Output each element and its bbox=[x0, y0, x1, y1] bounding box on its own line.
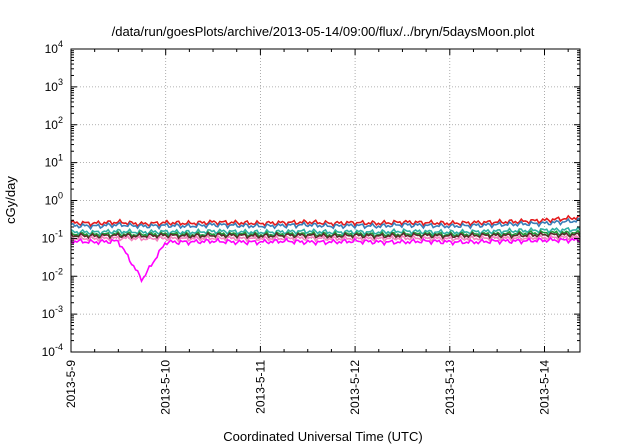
y-tick-label: 104 bbox=[45, 39, 63, 56]
y-tick-label: 10-1 bbox=[42, 228, 63, 245]
x-tick-label: 2013-5-14 bbox=[537, 360, 551, 415]
x-tick-label: 2013-5-13 bbox=[443, 360, 457, 415]
y-tick-label: 103 bbox=[45, 77, 63, 94]
y-tick-label: 102 bbox=[45, 115, 63, 132]
y-tick-label: 100 bbox=[45, 191, 63, 208]
x-tick-label: 2013-5-11 bbox=[253, 360, 267, 414]
y-tick-label: 10-2 bbox=[42, 266, 63, 283]
y-axis-label: cGy/day bbox=[3, 176, 18, 224]
series-line-3 bbox=[70, 225, 581, 237]
grid bbox=[71, 49, 580, 352]
x-tick-label: 2013-5-12 bbox=[348, 360, 362, 415]
series-line-2 bbox=[70, 217, 581, 231]
x-axis-label: Coordinated Universal Time (UTC) bbox=[223, 429, 422, 444]
x-tick-label: 2013-5-10 bbox=[159, 360, 173, 415]
series-line-6 bbox=[70, 234, 581, 243]
series-line-4 bbox=[70, 229, 581, 239]
y-tick-label: 10-3 bbox=[42, 304, 63, 321]
y-tick-label: 101 bbox=[45, 153, 63, 170]
series-layer bbox=[70, 214, 581, 284]
x-axis: 2013-5-9 2013-5-10 2013-5-11 2013-5-12 2013-… bbox=[64, 49, 569, 415]
series-line-7 bbox=[70, 236, 581, 284]
y-axis: 104 103 102 101 100 10-1 10-2 10-3 10-4 bbox=[42, 39, 580, 359]
x-tick-label: 2013-5-9 bbox=[64, 360, 78, 408]
y-tick-label: 10-4 bbox=[42, 342, 63, 359]
series-line-1 bbox=[70, 214, 581, 228]
series-line-5 bbox=[70, 231, 581, 241]
chart-title: /data/run/goesPlots/archive/2013-05-14/0… bbox=[112, 24, 535, 39]
